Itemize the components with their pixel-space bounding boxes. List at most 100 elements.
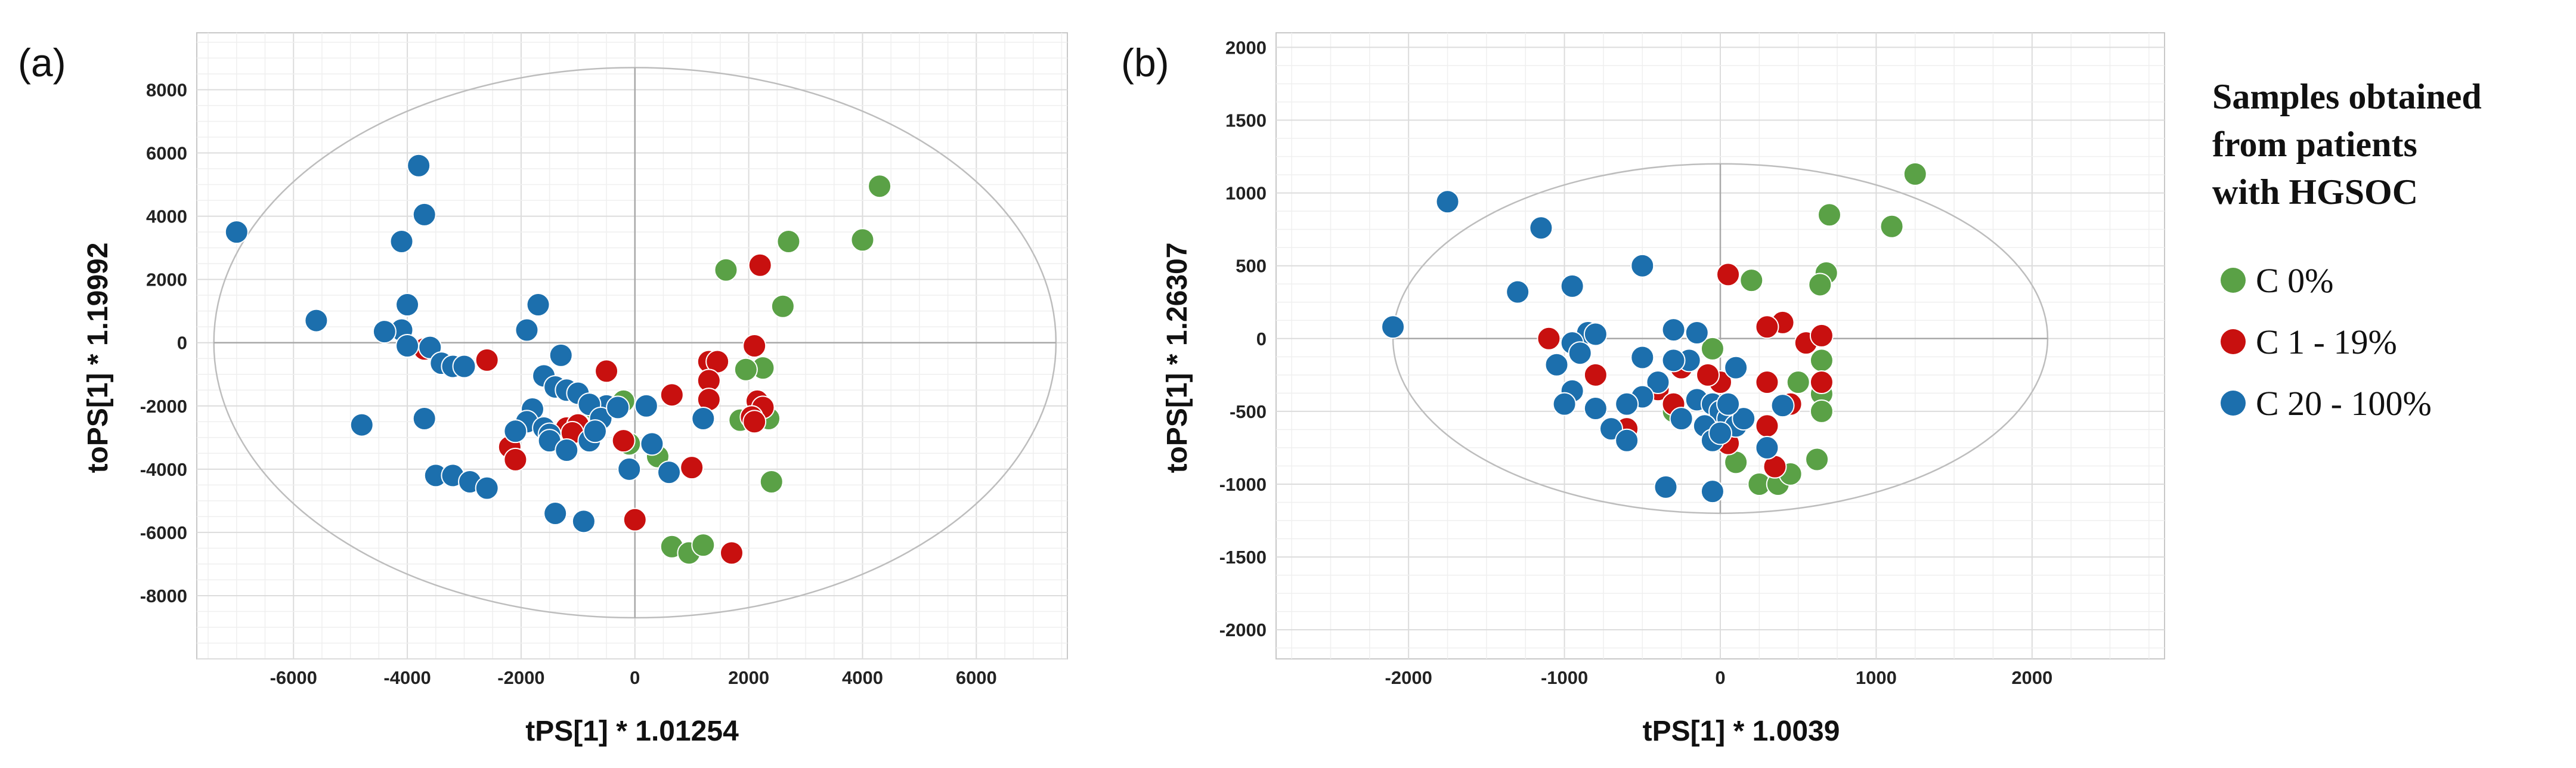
point-c-20-100-b bbox=[1770, 394, 1795, 418]
point-c-20-100-b bbox=[1654, 475, 1678, 499]
point-c-20-100-a bbox=[526, 293, 550, 317]
plot-a: -6000 -4000 -2000 0 2000 4000 6000 -8000 -6000 -4… bbox=[140, 32, 1068, 688]
legend-label-c20-100: C 20 - 100% bbox=[2256, 384, 2432, 423]
point-c-20-100-b bbox=[1700, 479, 1724, 504]
legend-label-c0: C 0% bbox=[2256, 261, 2334, 300]
point-c-1-19-b bbox=[1755, 370, 1779, 395]
point-c-20-100-a bbox=[606, 395, 630, 420]
point-c-20-100-a bbox=[349, 413, 374, 437]
legend-label-c1-19: C 1 - 19% bbox=[2256, 323, 2397, 361]
point-c-0-b bbox=[1880, 214, 1904, 239]
point-c-1-19-a bbox=[595, 359, 619, 383]
point-c-20-100-a bbox=[634, 394, 658, 418]
point-c-0-a bbox=[868, 174, 892, 199]
point-c-20-100-a bbox=[389, 230, 414, 253]
point-c-1-19-a bbox=[503, 447, 528, 472]
x-tick-label-a: -4000 bbox=[383, 667, 431, 688]
point-c-20-100-a bbox=[571, 509, 596, 534]
point-c-20-100-b bbox=[1724, 355, 1748, 380]
point-c-20-100-a bbox=[555, 438, 579, 462]
point-c-20-100-b bbox=[1381, 315, 1405, 339]
point-c-20-100-a bbox=[407, 153, 431, 178]
point-c-0-b bbox=[1786, 370, 1810, 395]
point-c-0-a bbox=[759, 470, 784, 494]
legend-title-line-1: Samples obtained bbox=[2212, 77, 2482, 116]
point-c-1-19-b bbox=[1755, 315, 1779, 339]
point-c-20-100-b bbox=[1568, 341, 1592, 366]
point-c-20-100-b bbox=[1615, 392, 1639, 416]
point-c-20-100-b bbox=[1560, 274, 1584, 298]
point-c-0-b bbox=[1808, 272, 1832, 297]
point-c-20-100-a bbox=[515, 318, 539, 342]
x-tick-label-b: -1000 bbox=[1541, 667, 1588, 688]
y-tick-label-a: -2000 bbox=[140, 396, 187, 417]
point-c-1-19-a bbox=[660, 383, 684, 407]
point-c-0-a bbox=[770, 294, 795, 318]
y-tick-label-b: 500 bbox=[1236, 256, 1267, 277]
legend-marker-c0 bbox=[2221, 268, 2246, 293]
point-c-0-b bbox=[1739, 268, 1764, 293]
x-tick-label-a: 6000 bbox=[956, 667, 997, 688]
point-c-20-100-a bbox=[304, 308, 329, 333]
point-c-0-a bbox=[850, 228, 875, 252]
point-c-20-100-a bbox=[640, 432, 664, 456]
point-c-1-19-b bbox=[1809, 323, 1834, 348]
point-c-0-b bbox=[1700, 336, 1724, 361]
point-c-20-100-b bbox=[1661, 348, 1686, 373]
x-axis-label-a: tPS[1] * 1.01254 bbox=[525, 716, 739, 747]
point-c-20-100-a bbox=[503, 419, 528, 444]
point-c-20-100-b bbox=[1529, 216, 1553, 240]
x-tick-label-b: 0 bbox=[1715, 667, 1725, 688]
point-c-20-100-b bbox=[1708, 421, 1732, 445]
y-tick-label-a: 8000 bbox=[146, 79, 187, 100]
x-tick-label-b: 1000 bbox=[1856, 667, 1897, 688]
point-c-0-a bbox=[691, 533, 716, 558]
y-tick-label-b: 0 bbox=[1256, 329, 1267, 349]
legend-title-line-3: with HGSOC bbox=[2212, 172, 2418, 212]
point-c-20-100-b bbox=[1716, 392, 1741, 416]
x-tick-label-a: 0 bbox=[630, 667, 640, 688]
point-c-1-19-a bbox=[742, 334, 767, 358]
y-tick-label-b: 1500 bbox=[1225, 110, 1267, 131]
point-c-20-100-a bbox=[549, 343, 573, 367]
point-c-1-19-b bbox=[1716, 262, 1741, 287]
point-c-0-b bbox=[1809, 348, 1834, 373]
point-c-20-100-a bbox=[657, 460, 682, 485]
point-c-0-a bbox=[776, 230, 801, 253]
y-tick-label-b: 1000 bbox=[1225, 183, 1267, 204]
point-c-1-19-b bbox=[1696, 363, 1720, 387]
point-c-1-19-a bbox=[742, 410, 767, 434]
point-c-20-100-b bbox=[1506, 280, 1530, 304]
point-c-0-a bbox=[714, 258, 738, 282]
point-c-20-100-b bbox=[1669, 407, 1693, 431]
point-c-1-19-a bbox=[475, 348, 499, 372]
point-c-20-100-b bbox=[1583, 397, 1608, 420]
point-c-1-19-b bbox=[1809, 370, 1834, 395]
point-c-20-100-a bbox=[691, 406, 716, 431]
x-tick-label-a: 2000 bbox=[728, 667, 769, 688]
y-tick-label-a: 6000 bbox=[146, 143, 187, 164]
point-c-20-100-b bbox=[1755, 435, 1779, 460]
point-c-20-100-a bbox=[395, 334, 420, 358]
point-c-20-100-b bbox=[1615, 428, 1639, 453]
y-tick-label-a: -8000 bbox=[140, 586, 187, 606]
x-tick-label-a: -2000 bbox=[497, 667, 544, 688]
point-c-20-100-b bbox=[1583, 322, 1608, 346]
panel-a: (a) -6000 -4000 -2000 0 2000 4000 6000-8000-60… bbox=[18, 32, 1068, 747]
point-c-20-100-a bbox=[224, 220, 249, 244]
point-c-0-b bbox=[1805, 447, 1829, 472]
point-c-20-100-a bbox=[583, 419, 607, 444]
plot-area-a bbox=[196, 32, 1068, 659]
point-c-1-19-a bbox=[623, 507, 647, 532]
legend-marker-c1-19 bbox=[2221, 329, 2246, 354]
point-c-0-b bbox=[1903, 162, 1927, 186]
y-tick-label-b: -1000 bbox=[1219, 474, 1267, 495]
x-tick-label-a: -6000 bbox=[270, 667, 317, 688]
panel-label-b: (b) bbox=[1121, 41, 1169, 85]
point-c-1-19-b bbox=[1583, 363, 1608, 387]
y-tick-label-b: -500 bbox=[1230, 401, 1267, 422]
y-tick-label-a: -4000 bbox=[140, 459, 187, 480]
point-c-20-100-b bbox=[1630, 345, 1655, 370]
point-c-20-100-b bbox=[1661, 318, 1686, 342]
